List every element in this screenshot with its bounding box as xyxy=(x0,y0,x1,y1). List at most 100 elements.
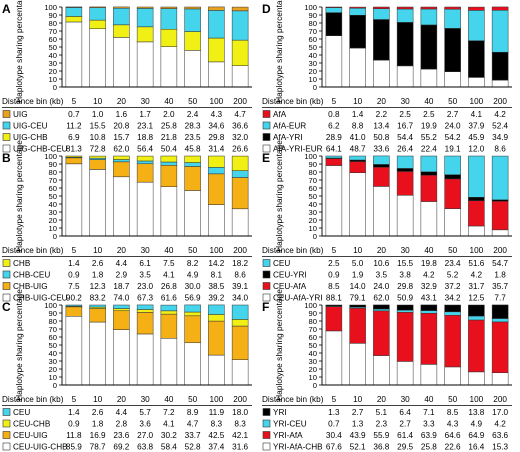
legend-label: CHB xyxy=(13,259,31,268)
data-value: 23.4 xyxy=(445,259,461,268)
legend-swatch xyxy=(262,442,271,451)
x-axis-title: Distance bin (kb) xyxy=(262,97,324,106)
data-value: 50.8 xyxy=(373,133,389,142)
x-tick-label: 200 xyxy=(233,395,247,404)
bar-segment xyxy=(349,47,366,88)
data-value: 0.9 xyxy=(328,271,340,280)
data-value: 21.8 xyxy=(161,133,177,142)
bar-segment xyxy=(89,304,106,308)
data-value: 30.4 xyxy=(326,431,342,440)
bar-segment xyxy=(468,40,485,78)
data-value: 90.2 xyxy=(66,294,82,303)
legend-label: CEU-YRI xyxy=(273,271,307,280)
bar-segment xyxy=(160,165,178,187)
y-tick-label: 30 xyxy=(49,59,57,68)
data-value: 8.1 xyxy=(211,271,223,280)
y-tick-label: 90 xyxy=(49,11,57,20)
data-value: 62.0 xyxy=(373,294,389,303)
data-value: 3.5 xyxy=(139,271,151,280)
y-axis-title: Haplotype sharing percentage xyxy=(274,140,284,252)
data-value: 4.1 xyxy=(163,420,175,429)
legend-swatch xyxy=(2,121,11,130)
y-tick-label: 30 xyxy=(309,357,317,366)
bar-segment xyxy=(113,310,130,330)
x-tick-label: 100 xyxy=(210,246,224,255)
legend-label: AfA xyxy=(273,110,287,119)
data-value: 56.4 xyxy=(137,145,153,154)
data-value: 19.1 xyxy=(445,145,461,154)
data-value: 26.4 xyxy=(397,145,413,154)
bar-segment xyxy=(160,28,178,47)
data-value: 18.0 xyxy=(232,408,248,417)
data-value: 2.7 xyxy=(399,420,411,429)
data-value: 52.1 xyxy=(350,443,366,452)
bar-segment xyxy=(468,319,485,373)
bar-segment xyxy=(373,304,390,310)
data-value: 67.6 xyxy=(326,443,342,452)
bar-segment xyxy=(444,366,461,386)
bar-segment xyxy=(136,312,154,335)
bar-segment xyxy=(89,155,106,159)
x-tick-label: 5 xyxy=(72,246,77,255)
bar-segment xyxy=(373,6,390,10)
bar-segment xyxy=(208,6,225,11)
bar-segment xyxy=(184,342,201,386)
bar-segment xyxy=(184,311,201,317)
y-tick-label: 30 xyxy=(49,357,57,366)
data-value: 85.9 xyxy=(66,443,82,452)
data-value: 2.5 xyxy=(423,110,435,119)
data-value: 5.2 xyxy=(447,271,459,280)
bar-segment xyxy=(396,22,414,67)
data-value: 51.6 xyxy=(468,259,484,268)
legend-swatch xyxy=(2,144,11,153)
bar-segment xyxy=(325,35,343,88)
bar-segment xyxy=(231,65,249,88)
data-value: 16.7 xyxy=(397,122,413,131)
data-value: 45.9 xyxy=(468,133,484,142)
bar-segment xyxy=(160,338,178,386)
y-tick-label: 60 xyxy=(49,333,57,342)
y-tick-label: 10 xyxy=(309,75,317,84)
bar-segment xyxy=(113,159,130,163)
data-value: 4.2 xyxy=(471,271,483,280)
data-value: 42.5 xyxy=(208,431,224,440)
data-value: 64.1 xyxy=(326,145,342,154)
bar-segment xyxy=(373,186,390,237)
data-value: 3.6 xyxy=(139,420,151,429)
data-value: 8.5 xyxy=(447,408,459,417)
data-value: 23.6 xyxy=(113,431,129,440)
legend-label: YRI-CEU xyxy=(273,420,307,429)
x-tick-label: 100 xyxy=(210,395,224,404)
legend-swatch xyxy=(262,144,271,153)
y-tick-label: 20 xyxy=(49,216,57,225)
bar-segment xyxy=(420,201,438,237)
y-tick-label: 20 xyxy=(309,365,317,374)
x-tick-label: 20 xyxy=(117,246,127,255)
bar-segment xyxy=(420,6,438,10)
data-value: 2.2 xyxy=(376,110,388,119)
data-value: 14.2 xyxy=(208,259,224,268)
data-value: 8.9 xyxy=(187,408,199,417)
bar-segment xyxy=(113,329,130,386)
data-value: 12.0 xyxy=(468,145,484,154)
bar-segment xyxy=(136,181,154,237)
data-value: 52.8 xyxy=(185,443,201,452)
bar-segment xyxy=(113,7,130,26)
data-value: 4.9 xyxy=(187,271,199,280)
data-value: 32.9 xyxy=(421,282,437,291)
data-value: 14.0 xyxy=(350,282,366,291)
y-tick-label: 50 xyxy=(309,341,317,350)
x-tick-label: 200 xyxy=(233,97,247,106)
x-tick-label: 10 xyxy=(93,97,103,106)
bar-segment xyxy=(491,201,509,231)
data-value: 61.6 xyxy=(161,294,177,303)
bar-segment xyxy=(208,155,225,168)
data-value: 0.9 xyxy=(68,420,80,429)
bar-segment xyxy=(231,170,249,178)
data-value: 7.1 xyxy=(423,408,435,417)
x-tick-label: 20 xyxy=(377,246,387,255)
data-value: 4.7 xyxy=(187,420,199,429)
y-axis-title: Haplotype sharing percentage xyxy=(274,0,284,103)
x-tick-label: 5 xyxy=(72,395,77,404)
data-value: 8.2 xyxy=(187,259,199,268)
